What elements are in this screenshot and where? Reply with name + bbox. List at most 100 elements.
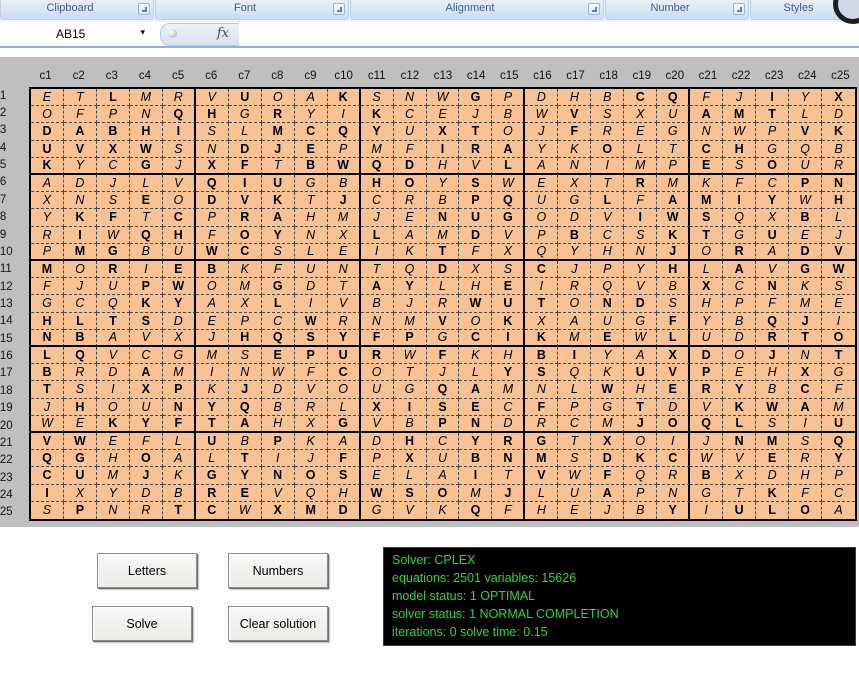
grid-cell[interactable]: B	[690, 467, 724, 485]
grid-cell[interactable]: M	[129, 89, 163, 107]
grid-cell[interactable]: L	[558, 381, 592, 399]
grid-cell[interactable]: R	[162, 89, 196, 107]
grid-cell[interactable]: J	[327, 192, 361, 210]
grid-cell[interactable]: A	[261, 209, 295, 227]
grid-cell[interactable]: J	[558, 261, 592, 279]
column-header[interactable]: c21	[698, 70, 718, 82]
grid-cell[interactable]: V	[261, 484, 295, 502]
grid-cell[interactable]: M	[162, 364, 196, 382]
grid-cell[interactable]: F	[195, 226, 229, 244]
grid-cell[interactable]: E	[459, 398, 493, 416]
grid-cell[interactable]: E	[129, 192, 163, 210]
grid-cell[interactable]: Q	[228, 398, 262, 416]
grid-cell[interactable]: R	[31, 226, 64, 244]
grid-cell[interactable]: M	[558, 329, 592, 347]
grid-cell[interactable]: G	[129, 157, 163, 175]
grid-cell[interactable]: H	[690, 295, 724, 313]
grid-cell[interactable]: Q	[129, 226, 163, 244]
grid-cell[interactable]: E	[228, 484, 262, 502]
grid-cell[interactable]: A	[129, 364, 163, 382]
column-header[interactable]: c11	[367, 70, 386, 82]
grid-cell[interactable]: J	[195, 329, 229, 347]
grid-cell[interactable]: A	[690, 106, 724, 124]
grid-cell[interactable]: P	[624, 484, 658, 502]
grid-cell[interactable]: U	[360, 381, 394, 399]
grid-cell[interactable]: E	[261, 347, 295, 365]
grid-cell[interactable]: C	[196, 501, 229, 519]
grid-cell[interactable]: P	[426, 415, 460, 433]
grid-cell[interactable]: U	[31, 140, 64, 158]
grid-cell[interactable]: D	[360, 433, 394, 451]
grid-cell[interactable]: D	[228, 140, 262, 158]
grid-cell[interactable]: I	[426, 140, 460, 158]
grid-cell[interactable]: P	[591, 261, 625, 279]
grid-cell[interactable]: Y	[789, 89, 823, 107]
dialog-launcher-icon[interactable]	[138, 3, 150, 15]
grid-cell[interactable]: X	[690, 278, 724, 296]
grid-cell[interactable]: R	[459, 140, 493, 158]
grid-cell[interactable]: G	[492, 209, 526, 227]
grid-cell[interactable]: O	[63, 261, 97, 279]
grid-cell[interactable]: N	[492, 450, 526, 468]
grid-cell[interactable]: S	[162, 140, 196, 158]
grid-cell[interactable]: Y	[261, 226, 295, 244]
grid-cell[interactable]: I	[360, 243, 394, 261]
grid-cell[interactable]: M	[63, 243, 97, 261]
grid-cell[interactable]: L	[294, 243, 328, 261]
grid-cell[interactable]: S	[756, 415, 790, 433]
grid-cell[interactable]: B	[789, 209, 823, 227]
row-header[interactable]: r14	[0, 315, 13, 328]
row-header[interactable]: r10	[0, 245, 13, 258]
grid-cell[interactable]: C	[459, 329, 493, 347]
grid-cell[interactable]: R	[690, 381, 724, 399]
grid-cell[interactable]: O	[690, 243, 724, 261]
grid-cell[interactable]: I	[789, 415, 823, 433]
grid-cell[interactable]: S	[426, 398, 460, 416]
grid-cell[interactable]: G	[31, 295, 64, 313]
grid-cell[interactable]: Q	[558, 364, 592, 382]
grid-cell[interactable]: S	[492, 261, 526, 279]
grid-cell[interactable]: O	[195, 278, 229, 296]
grid-cell[interactable]: X	[525, 312, 559, 330]
grid-cell[interactable]: P	[162, 381, 196, 399]
grid-cell[interactable]: C	[162, 209, 196, 227]
grid-cell[interactable]: H	[228, 329, 262, 347]
column-header[interactable]: c25	[831, 70, 850, 82]
grid-cell[interactable]: T	[723, 484, 757, 502]
grid-cell[interactable]: N	[657, 484, 691, 502]
grid-cell[interactable]: U	[723, 501, 757, 519]
clear-solution-button[interactable]: Clear solution	[228, 606, 328, 641]
grid-cell[interactable]: H	[624, 381, 658, 399]
grid-cell[interactable]: X	[756, 209, 790, 227]
grid-cell[interactable]: D	[31, 123, 64, 141]
grid-cell[interactable]: T	[558, 433, 592, 451]
grid-cell[interactable]: P	[31, 243, 64, 261]
grid-cell[interactable]: K	[31, 157, 64, 175]
grid-cell[interactable]: Q	[327, 123, 361, 141]
grid-cell[interactable]: W	[261, 364, 295, 382]
grid-cell[interactable]: O	[525, 209, 559, 227]
grid-cell[interactable]: E	[624, 123, 658, 141]
grid-cell[interactable]: U	[96, 278, 130, 296]
grid-cell[interactable]: K	[427, 501, 460, 519]
grid-cell[interactable]: G	[327, 415, 361, 433]
grid-cell[interactable]: U	[393, 123, 427, 141]
grid-cell[interactable]: X	[96, 140, 130, 158]
grid-cell[interactable]: I	[162, 123, 196, 141]
grid-cell[interactable]: I	[129, 261, 163, 279]
grid-cell[interactable]: P	[393, 329, 427, 347]
grid-cell[interactable]: M	[96, 467, 130, 485]
column-header[interactable]: c8	[271, 70, 284, 82]
grid-cell[interactable]: H	[756, 364, 790, 382]
grid-cell[interactable]: J	[789, 312, 823, 330]
grid-cell[interactable]: O	[558, 295, 592, 313]
grid-cell[interactable]: F	[426, 347, 460, 365]
grid-cell[interactable]: S	[558, 450, 592, 468]
grid-cell[interactable]: S	[294, 329, 328, 347]
grid-cell[interactable]: Q	[294, 484, 328, 502]
grid-cell[interactable]: M	[327, 209, 361, 227]
grid-cell[interactable]: W	[31, 415, 64, 433]
grid-cell[interactable]: X	[327, 226, 361, 244]
grid-cell[interactable]: T	[525, 295, 559, 313]
grid-cell[interactable]: L	[63, 312, 97, 330]
